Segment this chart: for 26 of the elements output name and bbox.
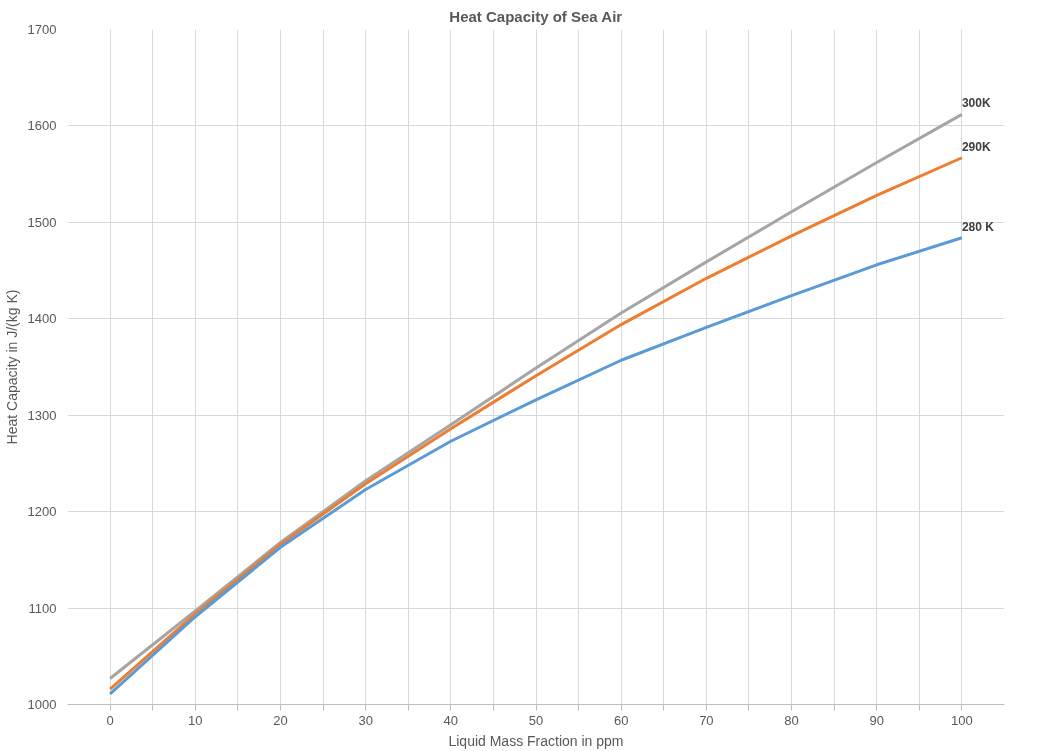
x-tick-label: 60 bbox=[613, 712, 629, 728]
x-tick-label: 10 bbox=[188, 712, 203, 728]
y-axis-title: Heat Capacity in J/(kg K) bbox=[3, 289, 20, 445]
y-tick-label: 1600 bbox=[27, 118, 57, 134]
x-tick-label: 0 bbox=[106, 712, 114, 728]
y-tick-label: 1700 bbox=[27, 22, 57, 37]
x-tick-label: 50 bbox=[528, 712, 544, 728]
x-tick-label: 40 bbox=[443, 712, 459, 728]
y-tick-label: 1300 bbox=[27, 407, 57, 423]
y-tick-label: 1100 bbox=[28, 600, 57, 616]
series-label: 280 K bbox=[961, 219, 995, 234]
series-label: 300K bbox=[961, 96, 991, 111]
y-tick-label: 1500 bbox=[27, 214, 57, 230]
x-axis-title: Liquid Mass Fraction in ppm bbox=[448, 732, 624, 749]
x-tick-label: 90 bbox=[869, 712, 884, 728]
y-tick-label: 1400 bbox=[27, 311, 57, 327]
x-tick-label: 80 bbox=[784, 712, 799, 728]
line-series bbox=[108, 236, 964, 696]
x-tick-label: 20 bbox=[273, 712, 288, 728]
y-tick-label: 1000 bbox=[27, 697, 57, 712]
x-tick-label: 100 bbox=[951, 712, 973, 728]
chart-title: Heat Capacity of Sea Air bbox=[449, 7, 623, 25]
y-tick-label: 1200 bbox=[27, 504, 57, 520]
series-label: 290K bbox=[961, 139, 991, 154]
x-tick-label: 70 bbox=[699, 712, 714, 728]
x-tick-label: 30 bbox=[358, 712, 373, 728]
